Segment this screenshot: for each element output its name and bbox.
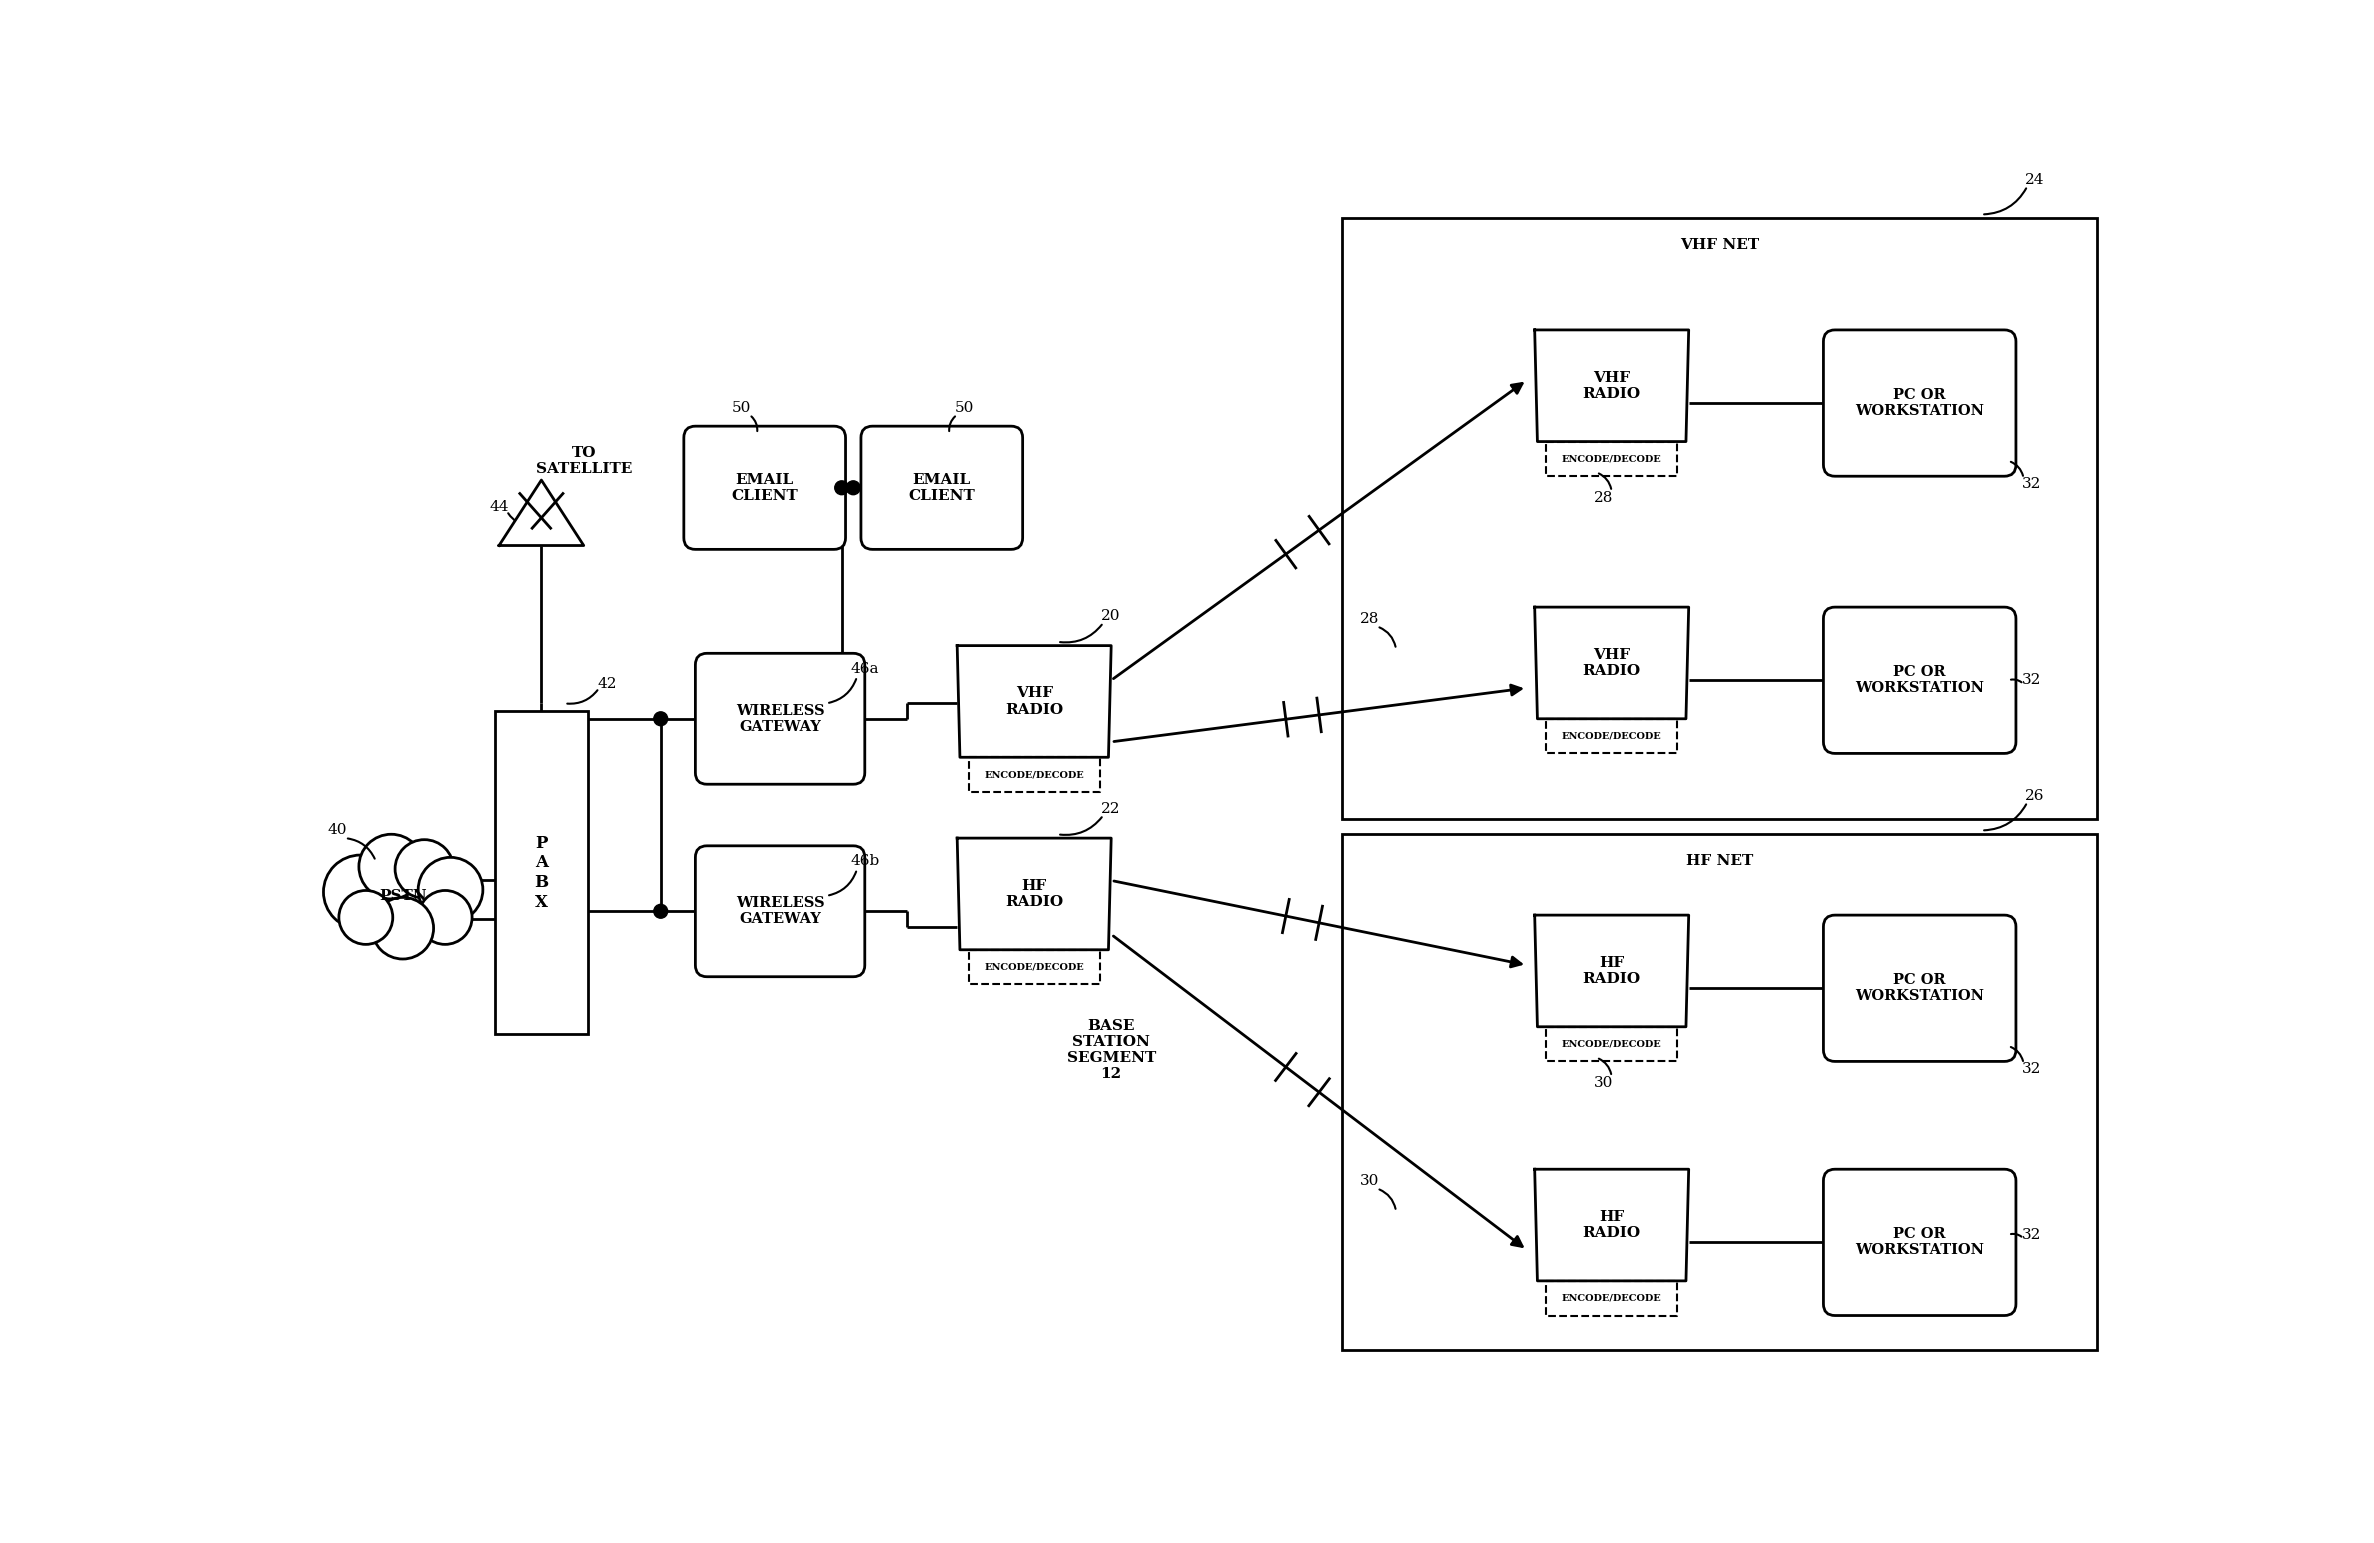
- Polygon shape: [1534, 606, 1688, 719]
- Text: 46a: 46a: [850, 662, 878, 676]
- Text: 24: 24: [2025, 173, 2044, 187]
- Text: 22: 22: [1102, 802, 1121, 816]
- Circle shape: [653, 904, 667, 918]
- FancyBboxPatch shape: [684, 426, 845, 549]
- Text: 32: 32: [2023, 477, 2042, 491]
- Text: 44: 44: [489, 500, 508, 514]
- Text: VHF NET: VHF NET: [1681, 238, 1759, 252]
- Bar: [496, 711, 589, 1034]
- Text: 28: 28: [1360, 611, 1379, 625]
- Text: HF
RADIO: HF RADIO: [1583, 1210, 1640, 1241]
- Circle shape: [358, 835, 423, 900]
- Text: 42: 42: [598, 677, 617, 691]
- Text: BASE
STATION
SEGMENT
12: BASE STATION SEGMENT 12: [1066, 1018, 1156, 1082]
- Circle shape: [845, 481, 859, 495]
- Polygon shape: [969, 758, 1099, 792]
- FancyBboxPatch shape: [1823, 1170, 2016, 1316]
- Text: 40: 40: [328, 824, 347, 838]
- Polygon shape: [1534, 330, 1688, 441]
- Circle shape: [418, 858, 482, 923]
- Text: PC OR
WORKSTATION: PC OR WORKSTATION: [1854, 665, 1985, 696]
- Text: 50: 50: [954, 401, 976, 415]
- FancyBboxPatch shape: [862, 426, 1023, 549]
- FancyBboxPatch shape: [1823, 606, 2016, 753]
- Text: VHF
RADIO: VHF RADIO: [1583, 370, 1640, 401]
- Circle shape: [653, 711, 667, 725]
- Polygon shape: [1545, 441, 1676, 477]
- FancyBboxPatch shape: [1823, 330, 2016, 477]
- Polygon shape: [969, 950, 1099, 984]
- Polygon shape: [957, 645, 1111, 758]
- Text: 50: 50: [731, 401, 750, 415]
- Text: PC OR
WORKSTATION: PC OR WORKSTATION: [1854, 1227, 1985, 1258]
- Text: HF
RADIO: HF RADIO: [1583, 955, 1640, 986]
- Text: VHF
RADIO: VHF RADIO: [1583, 648, 1640, 677]
- Polygon shape: [499, 480, 584, 546]
- Text: WIRELESS
GATEWAY: WIRELESS GATEWAY: [736, 704, 824, 734]
- Text: WIRELESS
GATEWAY: WIRELESS GATEWAY: [736, 896, 824, 926]
- Circle shape: [373, 898, 434, 960]
- Text: P
A
B
X: P A B X: [534, 835, 548, 910]
- Circle shape: [836, 481, 848, 495]
- Text: EMAIL
CLIENT: EMAIL CLIENT: [909, 472, 976, 503]
- Text: 26: 26: [2025, 788, 2044, 802]
- Text: 30: 30: [1360, 1174, 1379, 1188]
- Text: ENCODE/DECODE: ENCODE/DECODE: [1562, 731, 1662, 741]
- Text: PC OR
WORKSTATION: PC OR WORKSTATION: [1854, 974, 1985, 1003]
- Text: 46b: 46b: [850, 855, 878, 869]
- Polygon shape: [1534, 1170, 1688, 1281]
- Text: ENCODE/DECODE: ENCODE/DECODE: [1562, 1293, 1662, 1302]
- Polygon shape: [1545, 719, 1676, 753]
- Polygon shape: [1545, 1281, 1676, 1316]
- Text: HF
RADIO: HF RADIO: [1004, 880, 1064, 909]
- FancyBboxPatch shape: [1823, 915, 2016, 1062]
- Text: TO
SATELLITE: TO SATELLITE: [537, 446, 631, 475]
- Text: 28: 28: [1595, 491, 1614, 505]
- Text: VHF
RADIO: VHF RADIO: [1004, 687, 1064, 716]
- Text: PSTN: PSTN: [380, 889, 427, 903]
- Text: ENCODE/DECODE: ENCODE/DECODE: [1562, 1040, 1662, 1049]
- Text: 32: 32: [2023, 1062, 2042, 1075]
- Text: ENCODE/DECODE: ENCODE/DECODE: [985, 963, 1085, 972]
- Bar: [1341, 218, 2096, 819]
- Polygon shape: [1534, 915, 1688, 1026]
- Text: PC OR
WORKSTATION: PC OR WORKSTATION: [1854, 387, 1985, 418]
- FancyBboxPatch shape: [696, 846, 864, 977]
- FancyBboxPatch shape: [696, 653, 864, 784]
- Circle shape: [394, 839, 453, 898]
- Text: 20: 20: [1102, 609, 1121, 623]
- Text: 30: 30: [1595, 1075, 1614, 1089]
- Bar: [1341, 835, 2096, 1350]
- Text: 32: 32: [2023, 673, 2042, 687]
- Polygon shape: [1545, 1026, 1676, 1062]
- Text: HF NET: HF NET: [1686, 853, 1752, 867]
- Circle shape: [418, 890, 472, 944]
- Text: ENCODE/DECODE: ENCODE/DECODE: [985, 770, 1085, 779]
- Text: EMAIL
CLIENT: EMAIL CLIENT: [731, 472, 798, 503]
- Circle shape: [339, 890, 392, 944]
- Text: ENCODE/DECODE: ENCODE/DECODE: [1562, 454, 1662, 463]
- Text: 32: 32: [2023, 1228, 2042, 1242]
- Polygon shape: [957, 838, 1111, 950]
- Circle shape: [323, 855, 396, 929]
